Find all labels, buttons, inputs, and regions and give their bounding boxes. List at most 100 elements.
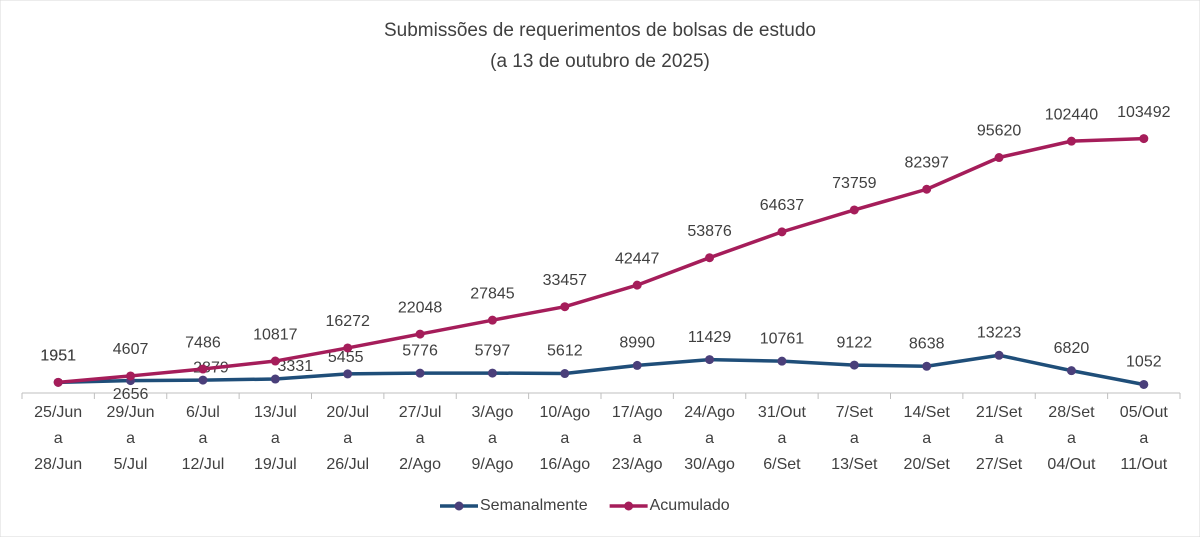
data-label: 95620 [977,123,1022,140]
data-label: 11429 [688,329,731,346]
x-tick-label: a [850,430,859,447]
marker [922,184,932,194]
x-tick-label: 26/Jul [326,456,369,473]
x-tick-label: 05/Out [1120,404,1169,421]
marker [198,375,208,385]
data-label: 8638 [909,335,945,352]
x-tick-label: 7/Set [836,404,874,421]
x-tick-label: a [1139,430,1148,447]
data-label: 64637 [760,197,805,214]
x-tick-label: 14/Set [904,404,951,421]
x-tick-label: 11/Out [1120,456,1167,473]
x-tick-label: 17/Ago [612,404,663,421]
data-label: 103492 [1117,104,1170,121]
x-tick-label: a [198,430,207,447]
x-tick-label: a [1067,430,1076,447]
marker [1139,379,1149,389]
x-tick-label: 12/Jul [182,456,225,473]
x-tick-label: 16/Ago [539,456,590,473]
series-line [58,353,1145,387]
legend-label: Acumulado [650,497,730,514]
marker [1066,136,1076,146]
x-tick-label: 20/Jul [326,404,369,421]
x-tick-label: a [54,430,63,447]
marker [705,253,715,263]
chart-title: Submissões de requerimentos de bolsas de… [384,20,816,41]
chart-subtitle: (a 13 de outubro de 2025) [490,51,710,72]
marker [994,350,1004,360]
data-label: 53876 [687,223,732,240]
data-label: 10817 [253,326,298,343]
marker [343,369,353,379]
x-tick-label: 5/Jul [114,456,148,473]
data-label: 82397 [904,154,949,171]
data-label: 3331 [278,358,314,375]
x-tick-label: a [488,430,497,447]
x-tick-label: 28/Jun [34,456,82,473]
data-label: 7486 [185,334,221,351]
x-tick-label: 10/Ago [539,404,590,421]
marker [994,153,1004,163]
x-tick-label: a [271,430,280,447]
x-tick-label: 24/Ago [684,404,735,421]
x-tick-label: 19/Jul [254,456,297,473]
x-tick-label: 04/Out [1047,456,1096,473]
data-label: 13223 [977,324,1022,341]
x-tick-label: 27/Set [976,456,1023,473]
x-tick-label: 21/Set [976,404,1023,421]
data-label: 73759 [832,175,877,192]
marker [487,315,497,325]
x-tick-label: 30/Ago [684,456,735,473]
marker [705,355,715,365]
data-label: 1052 [1126,354,1162,371]
marker [632,280,642,290]
data-label: 1951 [40,348,76,365]
marker [1066,366,1076,376]
data-label: 9122 [837,334,873,351]
marker [198,364,208,374]
legend-marker [624,501,634,511]
x-tick-label: a [922,430,931,447]
marker [777,356,787,366]
data-label: 4607 [113,341,149,358]
data-label: 27845 [470,285,515,302]
data-label: 6820 [1054,340,1090,357]
marker [560,369,570,379]
x-tick-label: a [633,430,642,447]
marker [1139,134,1149,144]
data-label: 16272 [325,313,370,330]
x-tick-label: a [126,430,135,447]
marker [632,360,642,370]
x-tick-label: 28/Set [1048,404,1095,421]
x-tick-label: 31/Out [758,404,807,421]
x-tick-label: 23/Ago [612,456,663,473]
data-label: 33457 [543,272,588,289]
data-label: 10761 [760,330,805,347]
data-label: 5797 [475,342,511,359]
marker [415,368,425,378]
x-tick-label: 6/Set [763,456,801,473]
x-tick-label: a [343,430,352,447]
marker [849,205,859,215]
legend-marker [454,501,464,511]
x-tick-label: 27/Jul [399,404,442,421]
data-label: 5776 [402,342,438,359]
legend-label: Semanalmente [480,497,588,514]
x-tick-label: 25/Jun [34,404,82,421]
data-label: 42447 [615,250,660,267]
x-tick-label: a [560,430,569,447]
marker [415,329,425,339]
x-tick-label: a [777,430,786,447]
data-label: 8990 [619,335,655,352]
marker [53,377,63,387]
marker [270,356,280,366]
x-tick-label: 13/Jul [254,404,297,421]
marker [777,227,787,237]
x-tick-label: 6/Jul [186,404,220,421]
x-tick-label: a [416,430,425,447]
x-tick-label: 13/Set [831,456,878,473]
data-label: 1951 [40,348,76,365]
marker [849,360,859,370]
